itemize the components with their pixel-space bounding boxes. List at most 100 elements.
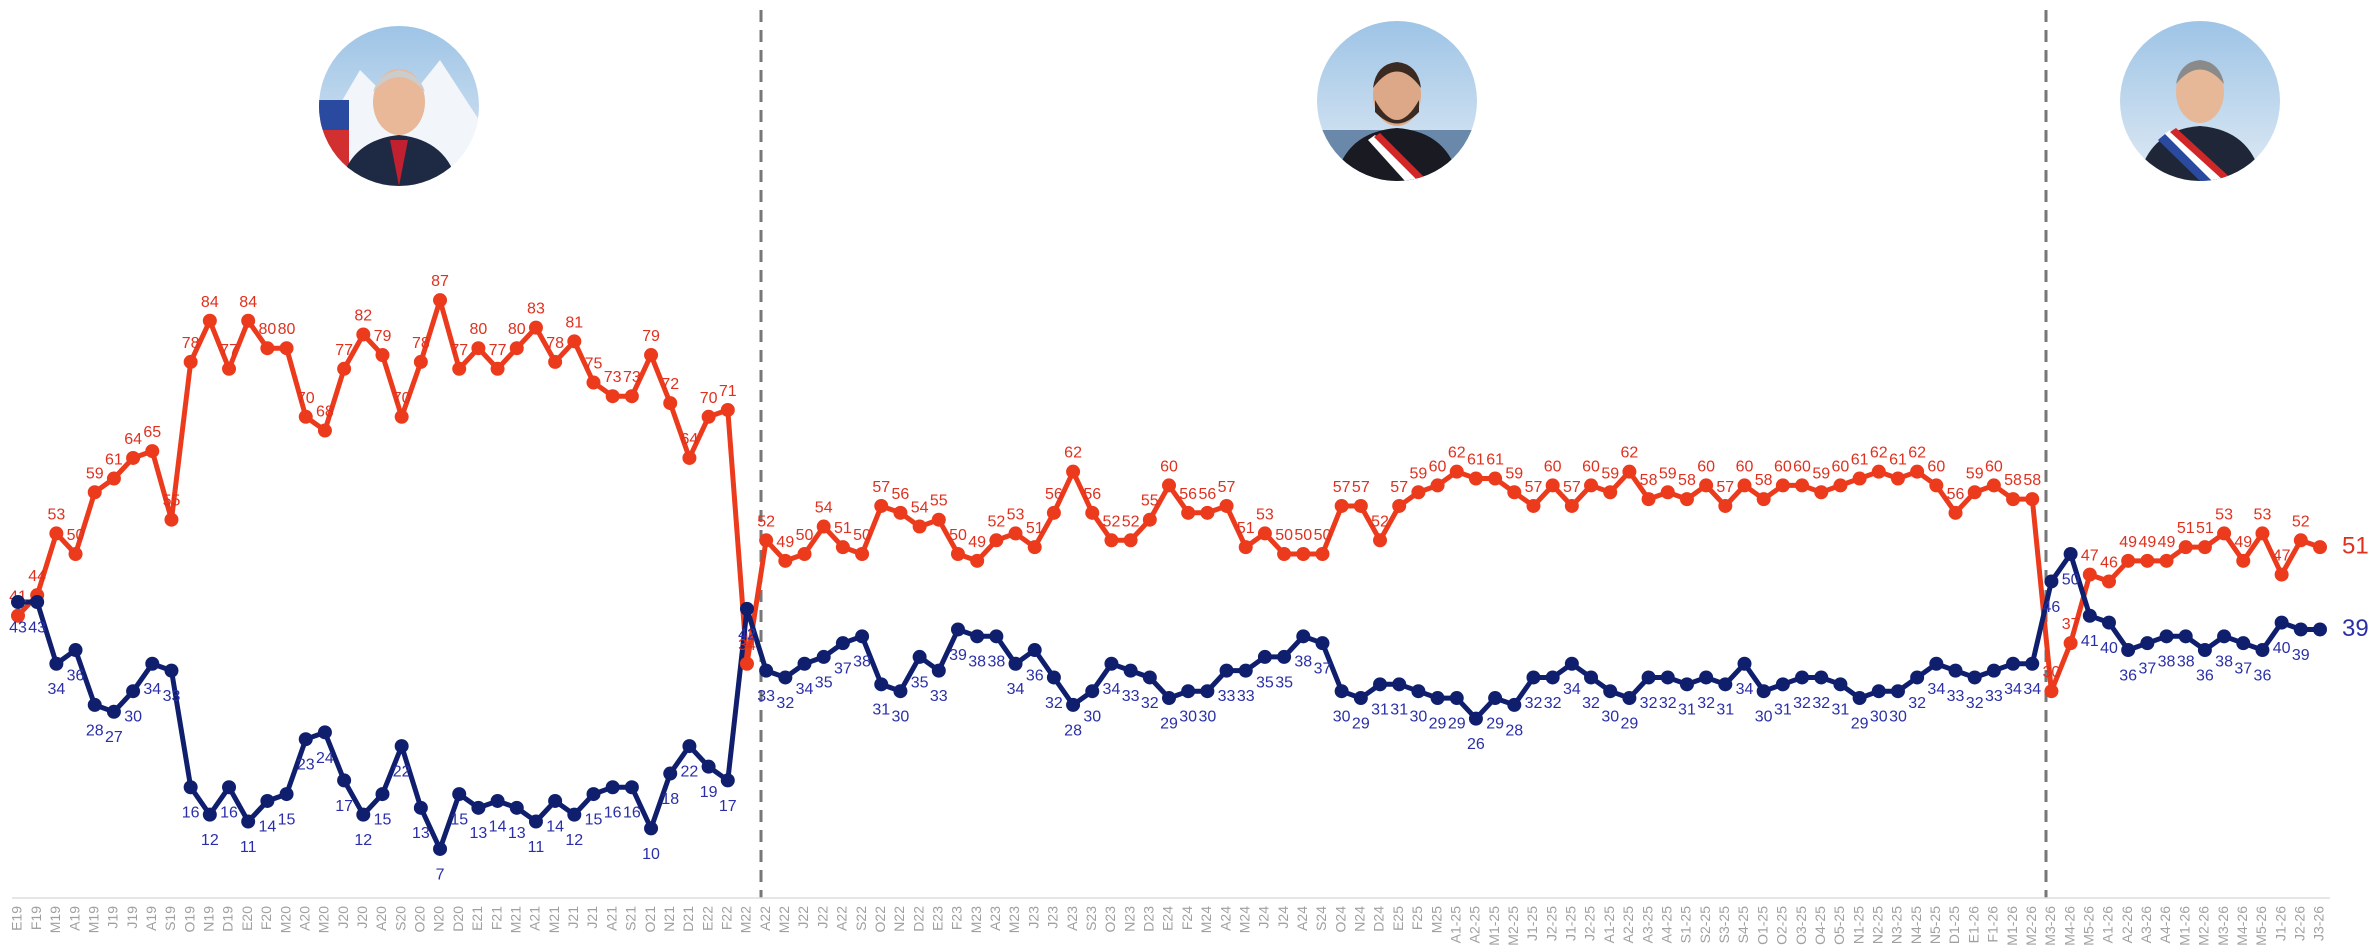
data-point [1431, 691, 1445, 705]
x-tick-label: M22 [776, 906, 792, 933]
data-label: 11 [240, 839, 257, 856]
data-label: 57 [1525, 479, 1543, 496]
portrait [1317, 21, 1477, 181]
data-label: 16 [220, 805, 238, 822]
data-point [337, 362, 351, 376]
data-point [989, 629, 1003, 643]
x-tick-label: N4-25 [1908, 906, 1924, 944]
data-label: 60 [1582, 458, 1600, 475]
data-point [1162, 691, 1176, 705]
data-point [1680, 492, 1694, 506]
data-point [1450, 691, 1464, 705]
data-point [893, 684, 907, 698]
data-label: 12 [565, 832, 583, 849]
x-tick-label: M24 [1236, 906, 1252, 933]
data-point [1795, 670, 1809, 684]
data-label: 32 [776, 695, 794, 712]
x-tick-label: D1-25 [1946, 906, 1962, 944]
data-point [375, 787, 389, 801]
data-label: 16 [623, 805, 641, 822]
data-label: 62 [1621, 445, 1639, 462]
data-point [1891, 472, 1905, 486]
data-point [184, 780, 198, 794]
data-point [759, 533, 773, 547]
data-point [1085, 506, 1099, 520]
data-label: 80 [508, 321, 526, 338]
x-tick-label: M5-26 [2253, 906, 2269, 946]
x-tick-label: A23 [987, 906, 1003, 931]
data-label: 80 [278, 321, 296, 338]
data-point [644, 348, 658, 362]
x-tick-label: M1-25 [1486, 906, 1502, 946]
data-point [1220, 499, 1234, 513]
data-point [740, 657, 754, 671]
data-label: 34 [1927, 681, 1945, 698]
data-label: 30 [124, 709, 142, 726]
x-tick-label: M19 [47, 906, 63, 933]
data-point [395, 410, 409, 424]
data-label: 60 [1697, 458, 1715, 475]
x-tick-label: J21 [584, 906, 600, 929]
data-label: 37 [834, 661, 852, 678]
data-label: 15 [450, 812, 468, 829]
x-tick-label: M3-26 [2215, 906, 2231, 946]
data-point [1968, 485, 1982, 499]
data-point [1009, 526, 1023, 540]
data-label: 62 [1448, 445, 1466, 462]
data-point [1028, 643, 1042, 657]
data-point [241, 314, 255, 328]
data-point [1565, 657, 1579, 671]
data-point [1699, 670, 1713, 684]
x-tick-label: M4-26 [2061, 906, 2077, 946]
data-point [1546, 670, 1560, 684]
data-label: 60 [1985, 458, 2003, 475]
data-point [2044, 574, 2058, 588]
x-tick-label: A19 [66, 906, 82, 931]
x-tick-label: F19 [28, 906, 44, 930]
data-point [1929, 657, 1943, 671]
x-tick-label: A1-26 [2100, 906, 2116, 944]
data-label: 59 [1812, 465, 1830, 482]
data-label: 11 [528, 839, 545, 856]
x-tick-label: N23 [1121, 906, 1137, 932]
data-label: 31 [1716, 702, 1734, 719]
data-point [1833, 677, 1847, 691]
data-point [874, 677, 888, 691]
data-label: 39 [949, 647, 967, 664]
data-label: 56 [892, 486, 910, 503]
data-point [126, 451, 140, 465]
data-label: 29 [1486, 715, 1504, 732]
x-tick-label: A21 [527, 906, 543, 931]
data-point [1411, 684, 1425, 698]
data-label: 30 [1889, 709, 1907, 726]
data-label: 58 [2023, 472, 2041, 489]
data-label: 70 [700, 390, 718, 407]
data-point [1814, 485, 1828, 499]
data-point [164, 664, 178, 678]
data-label: 32 [1793, 695, 1811, 712]
x-tick-label: J19 [124, 906, 140, 929]
data-label: 32 [1582, 695, 1600, 712]
x-tick-label: M1-26 [2176, 906, 2192, 946]
x-tick-label: A23 [1064, 906, 1080, 931]
data-label: 43 [28, 619, 46, 636]
data-point [1949, 506, 1963, 520]
x-tick-label: J19 [105, 906, 121, 929]
x-tick-label: N3-25 [1889, 906, 1905, 944]
data-label: 57 [1218, 479, 1236, 496]
x-tick-label: J23 [1045, 906, 1061, 929]
x-tick-label: J2-25 [1582, 906, 1598, 941]
data-point [1354, 499, 1368, 513]
data-label: 59 [86, 465, 104, 482]
x-tick-label: S19 [162, 906, 178, 931]
data-label: 35 [1256, 674, 1274, 691]
x-tick-label: S4-25 [1735, 906, 1751, 944]
data-point [1315, 636, 1329, 650]
data-label: 36 [1026, 667, 1044, 684]
data-label: 28 [1064, 722, 1082, 739]
data-point [2025, 492, 2039, 506]
data-point [471, 801, 485, 815]
x-tick-label: F20 [258, 906, 274, 930]
data-point [107, 472, 121, 486]
data-label: 53 [1007, 506, 1025, 523]
